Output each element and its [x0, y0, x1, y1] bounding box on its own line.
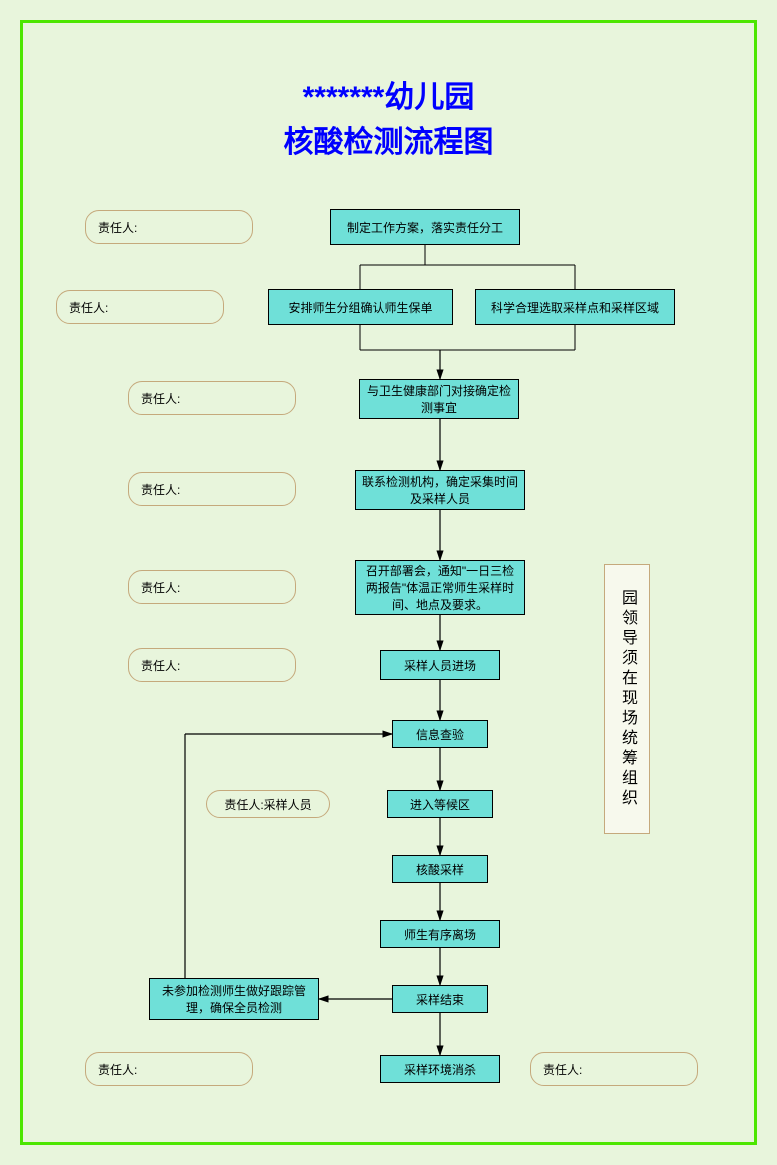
- title-line-2: 核酸检测流程图: [0, 120, 777, 165]
- resp-1: 责任人:: [85, 210, 253, 244]
- node-grouping: 安排师生分组确认师生保单: [268, 289, 453, 325]
- node-disinfect: 采样环境消杀: [380, 1055, 500, 1083]
- resp-3: 责任人:: [128, 381, 296, 415]
- node-sampling-area: 科学合理选取采样点和采样区域: [475, 289, 675, 325]
- node-end: 采样结束: [392, 985, 488, 1013]
- node-health-dept: 与卫生健康部门对接确定检测事宜: [359, 379, 519, 419]
- resp-9: 责任人:: [530, 1052, 698, 1086]
- node-feedback: 未参加检测师生做好跟踪管理，确保全员检测: [149, 978, 319, 1020]
- node-verify: 信息查验: [392, 720, 488, 748]
- node-sampling: 核酸采样: [392, 855, 488, 883]
- node-contact-org: 联系检测机构，确定采集时间及采样人员: [355, 470, 525, 510]
- resp-2: 责任人:: [56, 290, 224, 324]
- resp-6: 责任人:: [128, 648, 296, 682]
- resp-7: 责任人:采样人员: [206, 790, 330, 818]
- resp-4: 责任人:: [128, 472, 296, 506]
- node-plan: 制定工作方案，落实责任分工: [330, 209, 520, 245]
- node-leave: 师生有序离场: [380, 920, 500, 948]
- node-meeting: 召开部署会，通知"一日三检两报告"体温正常师生采样时间、地点及要求。: [355, 560, 525, 615]
- node-waiting: 进入等候区: [387, 790, 493, 818]
- title-line-1: *******幼儿园: [0, 75, 777, 120]
- resp-8: 责任人:: [85, 1052, 253, 1086]
- title-block: *******幼儿园 核酸检测流程图: [0, 75, 777, 165]
- sidebox-leadership: 园领导须在现场统筹组织: [604, 564, 650, 834]
- node-enter: 采样人员进场: [380, 650, 500, 680]
- resp-5: 责任人:: [128, 570, 296, 604]
